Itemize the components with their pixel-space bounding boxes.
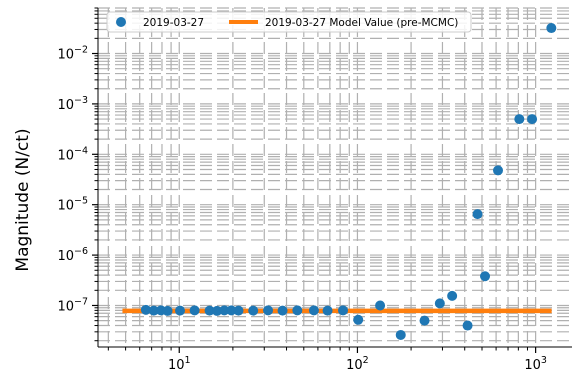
data-point [162, 305, 173, 316]
y-tick-label: 10−2 [57, 45, 88, 63]
data-point [140, 304, 151, 315]
y-tick-label: 10−3 [57, 95, 88, 113]
x-tick-exponent: 3 [541, 355, 547, 366]
legend-marker-points [116, 17, 126, 27]
data-point [233, 305, 244, 316]
data-point [395, 329, 406, 340]
data-point [175, 305, 186, 316]
data-point [338, 305, 349, 316]
y-tick-label: 10−7 [57, 296, 88, 314]
data-point [308, 305, 319, 316]
data-point [189, 305, 200, 316]
legend: 2019-03-27 2019-03-27 Model Value (pre-MC… [106, 11, 472, 33]
data-point [226, 305, 237, 316]
x-tick-label: 101 [168, 355, 191, 373]
data-point [148, 305, 159, 316]
data-point [546, 23, 557, 34]
x-tick-label: 102 [346, 355, 369, 373]
legend-label-points: 2019-03-27 [143, 17, 204, 29]
legend-label-line: 2019-03-27 Model Value (pre-MCMC) [265, 17, 458, 29]
axes-layer: 10−7 10−6 10−5 10−4 10−3 10−2 101 102 103 [57, 7, 572, 373]
y-tick-exponent: −4 [74, 145, 88, 156]
data-point [212, 305, 223, 316]
data-point [472, 209, 483, 220]
y-tick-label: 10−6 [57, 246, 88, 264]
data-point [375, 300, 386, 311]
data-point [419, 315, 430, 326]
data-point [204, 305, 215, 316]
data-point [292, 305, 303, 316]
data-point [219, 305, 230, 316]
y-tick-exponent: −6 [74, 246, 88, 257]
data-point [263, 305, 274, 316]
data-point [447, 290, 458, 301]
data-point [322, 305, 333, 316]
data-point [248, 305, 259, 316]
y-tick-exponent: −7 [74, 296, 88, 307]
y-tick-exponent: −2 [74, 45, 88, 56]
series-layer [122, 23, 557, 340]
legend-box [106, 11, 472, 33]
data-point [462, 320, 473, 331]
data-point [353, 314, 364, 325]
data-point [277, 305, 288, 316]
y-tick-label: 10−5 [57, 196, 88, 214]
y-tick-exponent: −3 [74, 95, 88, 106]
x-tick-label: 103 [524, 355, 547, 373]
y-axis-label: Magnitude (N/ct) [13, 128, 33, 271]
data-point [480, 271, 491, 282]
x-tick-exponent: 2 [363, 355, 369, 366]
grid-layer [98, 7, 572, 347]
y-tick-exponent: −5 [74, 196, 88, 207]
x-tick-exponent: 1 [184, 355, 190, 366]
y-tick-label: 10−4 [57, 145, 88, 163]
data-point [514, 114, 525, 125]
data-point [527, 114, 538, 125]
data-point [493, 165, 504, 176]
data-point [434, 298, 445, 309]
